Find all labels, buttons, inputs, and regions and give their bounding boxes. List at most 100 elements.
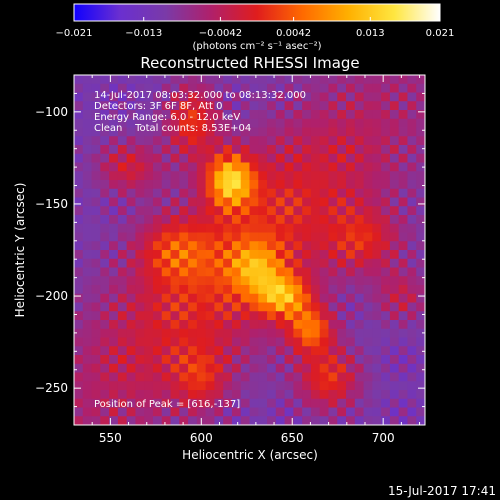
heatmap-cell (267, 241, 277, 251)
heatmap-cell (179, 293, 189, 304)
heatmap-cell (74, 215, 84, 225)
heatmap-cell (249, 363, 259, 374)
heatmap-cell (223, 171, 233, 181)
heatmap-cell (170, 232, 180, 242)
heatmap-cell (302, 293, 312, 304)
heatmap-cell (100, 171, 110, 181)
heatmap-cell (310, 197, 321, 207)
heatmap-cell (109, 285, 119, 295)
heatmap-cell (196, 320, 207, 330)
heatmap-cell (100, 92, 110, 102)
heatmap-cell (346, 372, 356, 382)
heatmap-cell (196, 145, 207, 155)
heatmap-cell (337, 276, 347, 286)
heatmap-cell (389, 145, 400, 155)
heatmap-cell (100, 197, 110, 207)
heatmap-cell (249, 145, 259, 155)
heatmap-cell (152, 320, 163, 330)
heatmap-cell (354, 337, 365, 347)
heatmap-cell (179, 267, 189, 277)
heatmap-cell (337, 206, 347, 216)
heatmap-cell (310, 407, 321, 417)
heatmap-cell (275, 407, 286, 417)
heatmap-cell (240, 83, 251, 94)
heatmap-cell (144, 390, 154, 400)
colorbar (73, 3, 441, 22)
heatmap-cell (82, 390, 93, 400)
heatmap-cell (223, 337, 233, 347)
heatmap-cell (354, 162, 365, 172)
heatmap-cell (249, 276, 259, 286)
heatmap-cell (188, 398, 198, 409)
heatmap-cell (416, 311, 425, 321)
heatmap-cell (126, 285, 137, 295)
heatmap-cell (346, 232, 356, 242)
heatmap-cell (135, 171, 145, 181)
heatmap-cell (161, 390, 172, 400)
heatmap-cell (161, 258, 172, 269)
heatmap-cell (179, 363, 189, 374)
heatmap-cell (310, 83, 321, 94)
heatmap-cell (398, 302, 409, 312)
heatmap-cell (337, 110, 347, 120)
heatmap-cell (74, 223, 84, 234)
heatmap-cell (284, 407, 294, 417)
heatmap-cell (179, 206, 189, 216)
heatmap-cell (363, 101, 373, 111)
heatmap-cell (389, 337, 400, 347)
colorbar-tick-label: 0.0042 (276, 28, 311, 39)
heatmap-cell (196, 83, 207, 94)
heatmap-cell (109, 75, 119, 85)
heatmap-cell (91, 127, 101, 137)
heatmap-cell (328, 337, 338, 347)
heatmap-cell (328, 320, 338, 330)
heatmap-cell (82, 320, 93, 330)
heatmap-cell (231, 398, 242, 409)
heatmap-cell (337, 127, 347, 137)
heatmap-cell (354, 311, 365, 321)
heatmap-cell (319, 416, 330, 425)
heatmap-cell (100, 250, 110, 260)
heatmap-cell (363, 302, 373, 312)
heatmap-cell (354, 276, 365, 286)
heatmap-cell (284, 302, 294, 312)
heatmap-cell (240, 285, 251, 295)
heatmap-cell (258, 381, 268, 391)
heatmap-cell (337, 311, 347, 321)
heatmap-cell (109, 162, 119, 172)
heatmap-cell (416, 92, 425, 102)
heatmap-cell (372, 75, 382, 85)
heatmap-cell (275, 232, 286, 242)
heatmap-cell (74, 416, 84, 425)
heatmap-cell (398, 136, 409, 146)
heatmap-cell (179, 337, 189, 347)
heatmap-cell (310, 285, 321, 295)
heatmap-cell (188, 153, 198, 164)
heatmap-cell (267, 276, 277, 286)
heatmap-cell (275, 136, 286, 146)
heatmap-cell (240, 346, 251, 356)
heatmap-cell (161, 232, 172, 242)
heatmap-cell (389, 162, 400, 172)
heatmap-cell (82, 215, 93, 225)
heatmap-cell (214, 145, 224, 155)
heatmap-cell (205, 206, 216, 216)
heatmap-cell (74, 101, 84, 111)
heatmap-cell (144, 127, 154, 137)
x-tick-label: 700 (372, 431, 395, 445)
heatmap-cell (196, 215, 207, 225)
heatmap-cell (398, 75, 409, 85)
heatmap-cell (310, 101, 321, 111)
heatmap-cell (117, 250, 128, 260)
heatmap-cell (346, 337, 356, 347)
heatmap-cell (337, 285, 347, 295)
heatmap-cell (126, 241, 137, 251)
heatmap-cell (117, 110, 128, 120)
info-line-3: Energy Range: 6.0 - 12.0 keV (94, 112, 240, 123)
heatmap-cell (223, 162, 233, 172)
heatmap-cell (205, 215, 216, 225)
heatmap-cell (267, 267, 277, 277)
heatmap-cell (223, 302, 233, 312)
heatmap-cell (82, 145, 93, 155)
heatmap-cell (258, 258, 268, 269)
